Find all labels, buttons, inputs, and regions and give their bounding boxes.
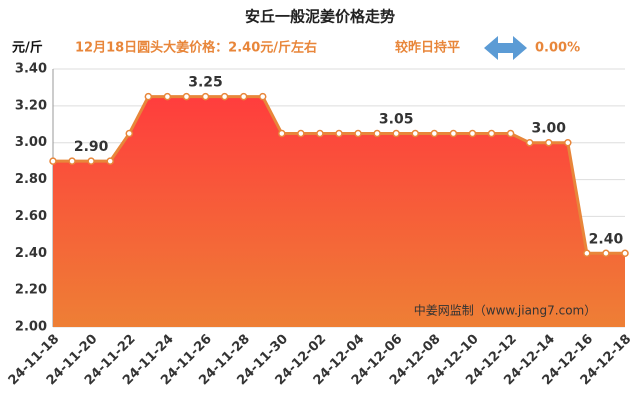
y-tick-label: 3.20 (15, 98, 47, 113)
y-tick-label: 2.80 (15, 172, 47, 187)
point (564, 138, 572, 147)
point (373, 129, 381, 138)
point (487, 129, 496, 138)
value-label: 3.25 (188, 75, 223, 91)
point (583, 249, 591, 258)
point (87, 157, 95, 165)
point (220, 92, 229, 101)
point (316, 129, 324, 138)
point (239, 92, 248, 101)
point (392, 129, 400, 138)
y-tick-label: 3.40 (15, 62, 47, 77)
point (430, 129, 439, 138)
point (602, 249, 610, 258)
watermark: 中姜网监制（www.jiang7.com） (414, 303, 596, 318)
value-label: 3.00 (531, 121, 566, 137)
point (106, 157, 114, 165)
y-tick-label: 3.00 (15, 135, 47, 150)
y-tick-label: 2.20 (15, 283, 47, 298)
point (335, 129, 343, 138)
area-fill (53, 96, 625, 328)
point (297, 129, 305, 138)
chart-title: 安丘一般泥姜价格走势 (245, 8, 395, 26)
value-label: 2.40 (589, 231, 624, 247)
point (144, 92, 153, 101)
point (201, 92, 210, 101)
point (544, 138, 553, 147)
point (278, 129, 286, 138)
y-tick-label: 2.60 (15, 209, 47, 224)
subtitle: 12月18日圆头大姜价格：2.40元/斤左右 (75, 40, 317, 56)
point (163, 92, 172, 101)
point (449, 129, 458, 138)
point (49, 157, 57, 165)
change-value: 0.00% (535, 41, 580, 56)
y-tick-label: 2.00 (15, 320, 47, 335)
value-label: 3.05 (379, 112, 414, 128)
point (411, 129, 420, 138)
plot-area: 2.00 2.20 2.40 2.60 2.80 3.00 3.20 3.40 2.90 3.25… (6, 62, 635, 389)
point (68, 157, 76, 165)
value-label: 2.90 (74, 139, 109, 155)
point (525, 138, 534, 147)
point (621, 249, 629, 258)
point (182, 92, 191, 101)
change-text: 较昨日持平 (395, 40, 460, 56)
point (506, 129, 515, 138)
flat-arrow-icon (484, 36, 527, 60)
point (258, 92, 267, 101)
y-unit: 元/斤 (12, 40, 43, 56)
point (125, 129, 134, 138)
y-tick-label: 2.40 (15, 246, 47, 261)
point (468, 129, 477, 138)
point (354, 129, 362, 138)
